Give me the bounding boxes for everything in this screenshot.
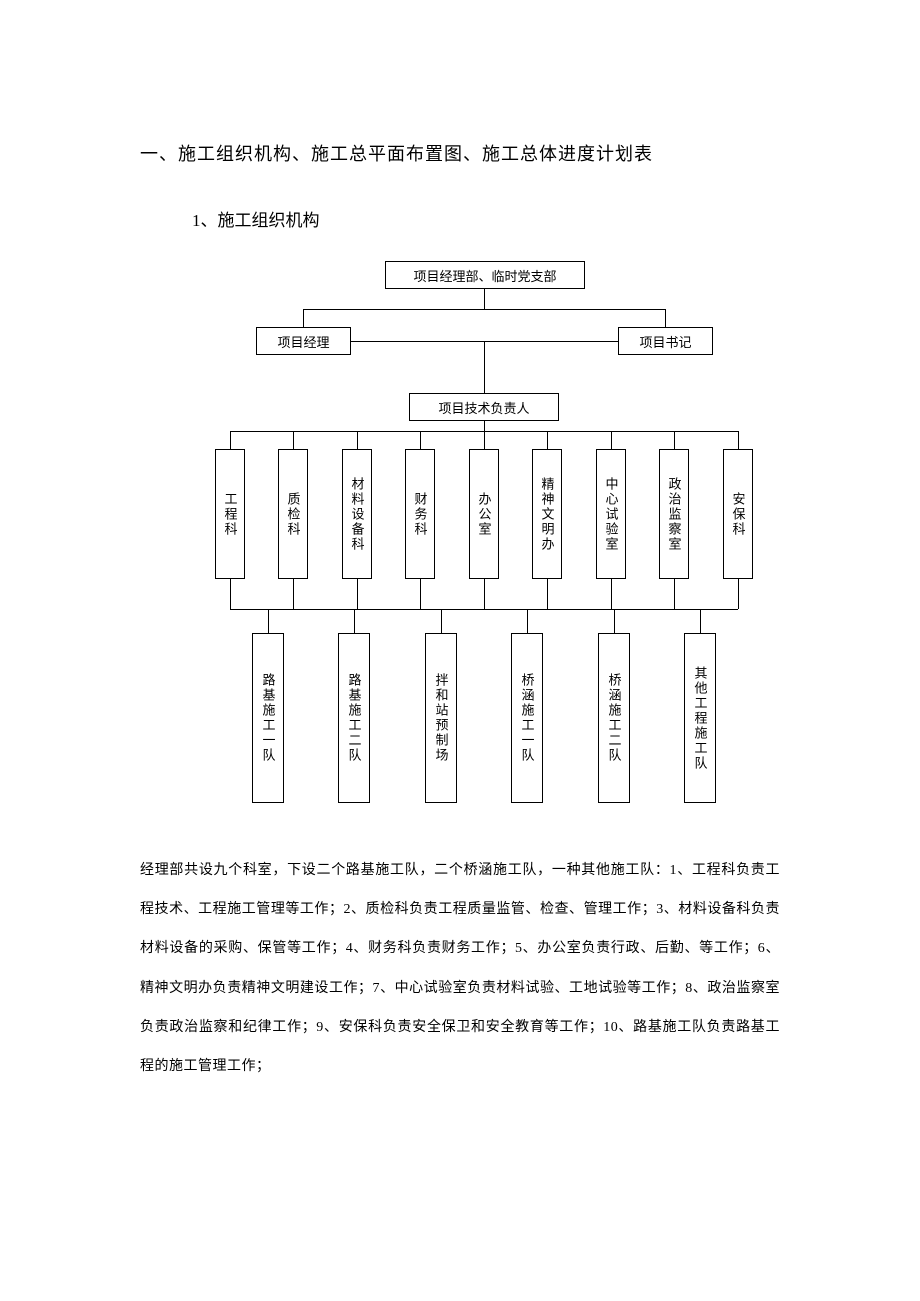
connector (354, 609, 355, 633)
connector (738, 431, 739, 449)
node-dept-4: 财务科 (405, 449, 435, 579)
node-dept-3: 材料设备科 (342, 449, 372, 579)
node-team-6: 其他工程施工队 (684, 633, 716, 803)
connector (420, 579, 421, 609)
connector (293, 431, 294, 449)
node-dept-2: 质检科 (278, 449, 308, 579)
node-mgr-left: 项目经理 (256, 327, 351, 355)
connector (230, 609, 738, 610)
node-team-3: 拌和站预制场 (425, 633, 457, 803)
connector (527, 609, 528, 633)
node-dept-8: 政治监察室 (659, 449, 689, 579)
connector (357, 579, 358, 609)
node-mgr-right: 项目书记 (618, 327, 713, 355)
connector (357, 431, 358, 449)
node-dept-5: 办公室 (469, 449, 499, 579)
connector (420, 431, 421, 449)
connector (700, 609, 701, 633)
connector (230, 431, 231, 449)
node-dept-9: 安保科 (723, 449, 753, 579)
connector (441, 609, 442, 633)
connector (738, 579, 739, 609)
connector (303, 309, 304, 327)
connector (484, 579, 485, 609)
connector (611, 431, 612, 449)
heading-2: 1、施工组织机构 (192, 206, 780, 231)
node-tech-lead: 项目技术负责人 (409, 393, 559, 421)
heading-1: 一、施工组织机构、施工总平面布置图、施工总体进度计划表 (140, 140, 780, 166)
node-dept-1: 工程科 (215, 449, 245, 579)
connector (268, 609, 269, 633)
connector (614, 609, 615, 633)
connector (484, 421, 485, 431)
node-team-1: 路基施工一队 (252, 633, 284, 803)
connector (674, 431, 675, 449)
node-team-2: 路基施工二队 (338, 633, 370, 803)
connector (484, 431, 485, 449)
body-paragraph: 经理部共设九个科室，下设二个路基施工队，二个桥涵施工队，一种其他施工队：1、工程… (140, 851, 780, 1086)
connector (547, 431, 548, 449)
node-dept-6: 精神文明办 (532, 449, 562, 579)
node-team-5: 桥涵施工二队 (598, 633, 630, 803)
connector (293, 579, 294, 609)
connector (230, 579, 231, 609)
connector (611, 579, 612, 609)
connector (484, 341, 485, 393)
org-chart: 项目经理部、临时党支部 项目经理 项目书记 项目技术负责人 工程科 质检科 材料… (190, 261, 750, 821)
connector (665, 309, 666, 327)
connector (547, 579, 548, 609)
connector (484, 289, 485, 309)
connector (674, 579, 675, 609)
node-dept-7: 中心试验室 (596, 449, 626, 579)
node-top: 项目经理部、临时党支部 (385, 261, 585, 289)
connector (303, 309, 665, 310)
node-team-4: 桥涵施工一队 (511, 633, 543, 803)
